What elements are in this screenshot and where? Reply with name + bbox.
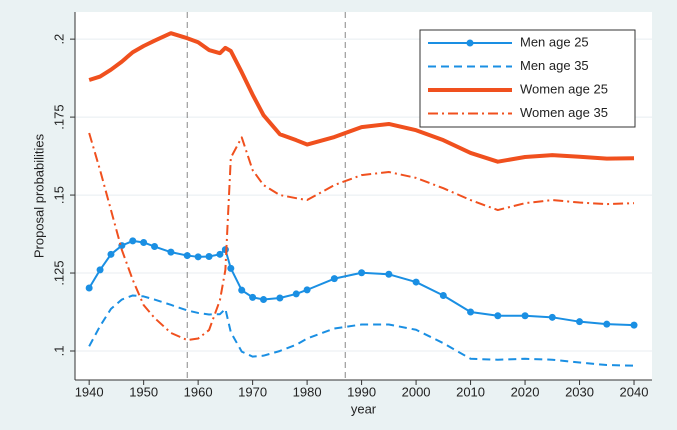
x-axis-label: year	[351, 401, 377, 416]
x-tick-label: 2040	[620, 384, 649, 399]
point-marker	[412, 278, 420, 286]
point-marker	[358, 269, 366, 277]
legend-label: Men age 35	[520, 58, 589, 73]
point-marker	[85, 284, 93, 292]
point-marker	[467, 308, 475, 316]
point-marker	[292, 290, 300, 298]
point-marker	[167, 248, 175, 256]
series-line	[88, 132, 635, 342]
y-tick-label: .15	[51, 186, 66, 204]
x-tick-label: 2010	[456, 384, 485, 399]
x-tick-label: 2000	[402, 384, 431, 399]
point-marker	[630, 321, 638, 329]
point-marker	[260, 296, 268, 304]
point-marker	[576, 318, 584, 326]
x-tick-label: 1970	[238, 384, 267, 399]
x-tick-label: 1960	[184, 384, 213, 399]
point-marker	[183, 252, 191, 260]
point-marker	[129, 237, 137, 245]
point-marker	[107, 250, 115, 258]
point-marker	[385, 270, 393, 278]
point-marker	[521, 312, 529, 320]
point-marker	[249, 293, 257, 301]
x-tick-label: 1950	[129, 384, 158, 399]
legend-label: Women age 35	[520, 105, 608, 120]
point-marker	[205, 253, 213, 261]
point-marker	[96, 266, 104, 274]
point-marker	[494, 312, 502, 320]
y-axis-label: Proposal probabilities	[31, 133, 46, 258]
x-tick-label: 1940	[75, 384, 104, 399]
point-marker	[603, 320, 611, 328]
point-marker	[330, 275, 338, 283]
y-tick-label: .2	[51, 34, 66, 45]
legend-box	[419, 29, 636, 128]
point-marker	[194, 253, 202, 261]
point-marker	[439, 291, 447, 299]
point-marker	[227, 264, 235, 272]
series-line	[88, 294, 635, 367]
point-marker	[151, 243, 159, 251]
point-marker	[140, 238, 148, 246]
y-tick-label: .1	[51, 346, 66, 357]
series-line	[88, 31, 635, 164]
point-marker	[276, 294, 284, 302]
legend-label: Women age 25	[520, 81, 608, 96]
y-tick-label: .125	[51, 260, 66, 285]
x-tick-label: 1990	[347, 384, 376, 399]
x-tick-label: 2030	[565, 384, 594, 399]
point-marker	[216, 250, 224, 258]
x-tick-label: 2020	[511, 384, 540, 399]
legend-marker	[466, 39, 474, 47]
point-marker	[548, 313, 556, 321]
y-tick-label: .175	[51, 104, 66, 129]
x-tick-label: 1980	[293, 384, 322, 399]
point-marker	[303, 286, 311, 294]
point-marker	[238, 286, 246, 294]
legend-label: Men age 25	[520, 34, 589, 49]
